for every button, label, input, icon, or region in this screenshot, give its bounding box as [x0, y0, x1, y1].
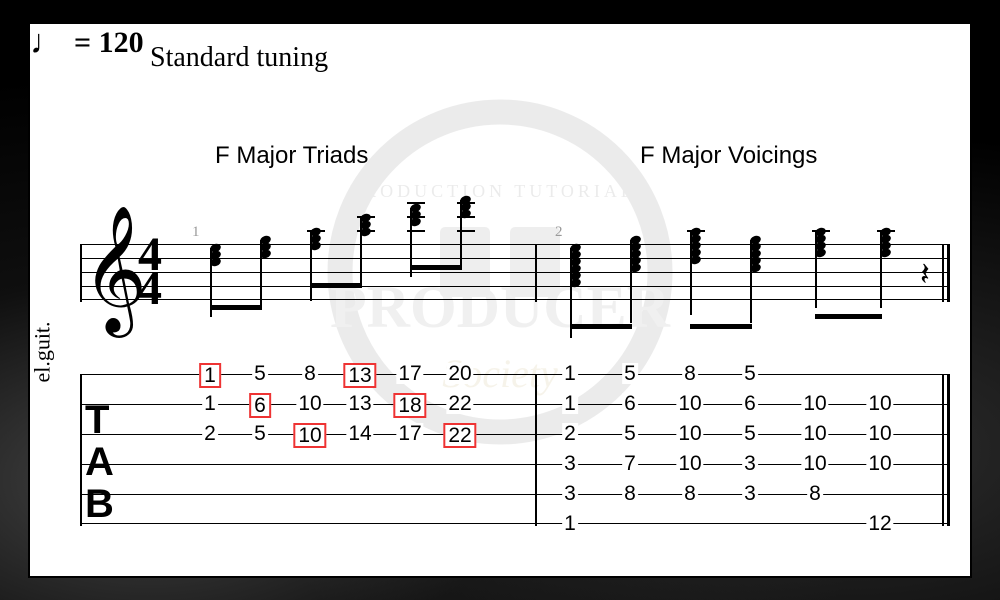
ledger-line — [457, 202, 475, 204]
fret-number: 5 — [742, 363, 758, 384]
fret-number: 1 — [562, 513, 578, 534]
beam — [570, 324, 632, 329]
fret-number: 3 — [562, 483, 578, 504]
beam — [210, 305, 262, 310]
fret-number: 10 — [293, 423, 326, 448]
time-signature: 4 4 — [138, 238, 162, 305]
instrument-label: el.guit. — [30, 321, 56, 382]
quarter-note-icon: ♩ — [30, 24, 64, 62]
section-voicings-label: F Major Voicings — [640, 142, 817, 170]
tempo-value: = 120 — [74, 26, 144, 60]
tab-notation: TAB 112565810101313141718172022221123315… — [80, 374, 950, 564]
fret-number: 1 — [562, 363, 578, 384]
fret-number: 5 — [622, 363, 638, 384]
barline — [80, 244, 82, 302]
stem — [460, 200, 462, 269]
fret-number: 1 — [562, 393, 578, 414]
ledger-line — [457, 230, 475, 232]
fret-number: 5 — [742, 423, 758, 444]
fret-number: 6 — [742, 393, 758, 414]
stem — [880, 232, 882, 308]
fret-number: 18 — [393, 393, 426, 418]
staff-notation: 1 2 𝄞 4 4 𝄽 — [80, 214, 950, 334]
fret-number: 17 — [396, 423, 423, 444]
fret-number: 6 — [622, 393, 638, 414]
tab-barline-end — [942, 374, 944, 526]
fret-number: 10 — [801, 393, 828, 414]
section-triads-label: F Major Triads — [215, 142, 368, 170]
stem — [630, 240, 632, 323]
fret-number: 5 — [622, 423, 638, 444]
barline — [535, 244, 537, 302]
tab-barline — [80, 374, 82, 526]
fret-number: 10 — [676, 393, 703, 414]
fret-number: 14 — [346, 423, 373, 444]
tab-barline-end — [947, 374, 950, 526]
ledger-line — [877, 230, 895, 232]
sheet-music: PRODUCTION TUTORIALS PRODUCER Society St… — [28, 22, 972, 578]
stem — [815, 232, 817, 308]
beam — [690, 324, 752, 329]
rest-icon: 𝄽 — [920, 256, 930, 294]
fret-number: 3 — [742, 483, 758, 504]
fret-number: 10 — [866, 423, 893, 444]
stem — [310, 232, 312, 301]
ledger-line — [687, 230, 705, 232]
fret-number: 10 — [866, 453, 893, 474]
ledger-line — [812, 230, 830, 232]
fret-number: 10 — [801, 423, 828, 444]
ledger-line — [307, 230, 325, 232]
stem — [360, 218, 362, 287]
fret-number: 2 — [562, 423, 578, 444]
ledger-line — [457, 216, 475, 218]
fret-number: 8 — [682, 483, 698, 504]
fret-number: 10 — [676, 423, 703, 444]
fret-number: 6 — [249, 393, 271, 418]
barline-end — [947, 244, 950, 302]
ledger-line — [407, 216, 425, 218]
tuning-text: Standard tuning — [150, 42, 328, 74]
beam — [815, 314, 882, 319]
fret-number: 20 — [446, 363, 473, 384]
fret-number: 13 — [346, 393, 373, 414]
fret-number: 3 — [742, 453, 758, 474]
ledger-line — [407, 230, 425, 232]
fret-number: 10 — [866, 393, 893, 414]
fret-number: 10 — [676, 453, 703, 474]
fret-number: 22 — [443, 423, 476, 448]
tab-letters: TAB — [85, 399, 114, 525]
fret-number: 10 — [801, 453, 828, 474]
fret-number: 2 — [202, 423, 218, 444]
fret-number: 12 — [866, 513, 893, 534]
ledger-line — [357, 230, 375, 232]
fret-number: 1 — [202, 393, 218, 414]
bar-number-1: 1 — [192, 224, 200, 241]
fret-number: 8 — [302, 363, 318, 384]
fret-number: 8 — [807, 483, 823, 504]
fret-number: 7 — [622, 453, 638, 474]
fret-number: 22 — [446, 393, 473, 414]
stem — [690, 232, 692, 315]
fret-number: 8 — [682, 363, 698, 384]
beam — [410, 265, 462, 270]
fret-number: 8 — [622, 483, 638, 504]
svg-text:PRODUCTION TUTORIALS: PRODUCTION TUTORIALS — [350, 181, 650, 201]
fret-number: 1 — [199, 363, 221, 388]
fret-number: 17 — [396, 363, 423, 384]
stem — [260, 240, 262, 309]
stem — [750, 240, 752, 323]
tab-barline — [535, 374, 537, 526]
fret-number: 5 — [252, 363, 268, 384]
ledger-line — [407, 202, 425, 204]
fret-number: 13 — [343, 363, 376, 388]
beam — [310, 283, 362, 288]
fret-number: 5 — [252, 423, 268, 444]
fret-number: 10 — [296, 393, 323, 414]
ledger-line — [357, 216, 375, 218]
bar-number-2: 2 — [555, 224, 563, 241]
barline-end — [942, 244, 944, 302]
timesig-den: 4 — [138, 272, 162, 306]
fret-number: 3 — [562, 453, 578, 474]
